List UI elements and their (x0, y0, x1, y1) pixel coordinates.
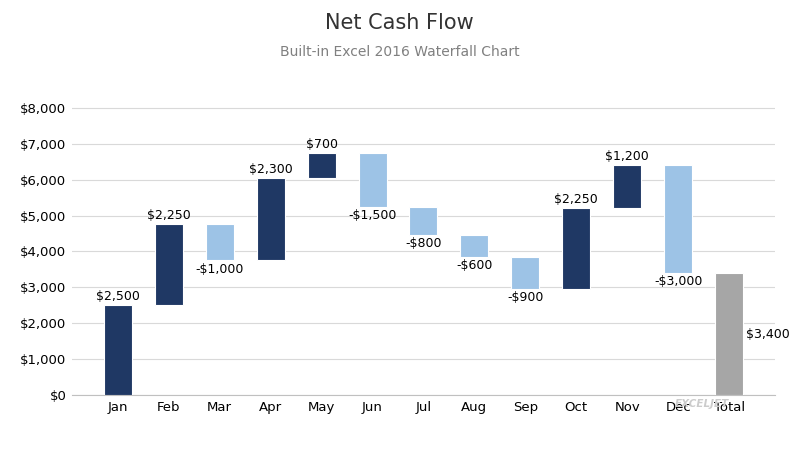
Text: $700: $700 (305, 137, 338, 150)
Text: $2,250: $2,250 (555, 193, 598, 206)
Text: -$600: -$600 (456, 259, 493, 272)
Text: Built-in Excel 2016 Waterfall Chart: Built-in Excel 2016 Waterfall Chart (280, 45, 519, 59)
Bar (155, 224, 183, 305)
Bar (409, 207, 438, 235)
Text: -$800: -$800 (405, 238, 442, 251)
Bar (104, 305, 132, 395)
Bar (460, 235, 488, 257)
Text: $2,500: $2,500 (96, 290, 140, 303)
Bar (308, 153, 336, 178)
Bar (715, 273, 743, 395)
Text: -$1,500: -$1,500 (348, 209, 397, 222)
Bar (613, 165, 642, 208)
Text: $2,300: $2,300 (248, 163, 292, 176)
Bar (359, 153, 387, 207)
Bar (205, 224, 234, 260)
Text: $2,250: $2,250 (147, 209, 191, 222)
Bar (511, 257, 539, 289)
Text: $1,200: $1,200 (606, 150, 649, 163)
Text: -$3,000: -$3,000 (654, 275, 702, 288)
Text: EXCELJET: EXCELJET (675, 399, 729, 409)
Text: $3,400: $3,400 (745, 328, 789, 340)
Text: -$900: -$900 (507, 291, 543, 304)
Bar (664, 165, 692, 273)
Text: Net Cash Flow: Net Cash Flow (325, 13, 474, 34)
Bar (256, 178, 284, 260)
Bar (562, 208, 590, 289)
Text: -$1,000: -$1,000 (196, 263, 244, 276)
